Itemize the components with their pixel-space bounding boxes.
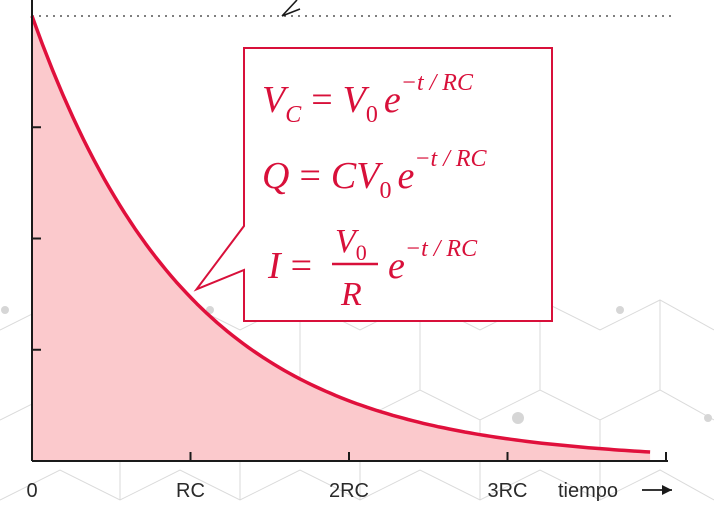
equation-current-exp: e−t / RC xyxy=(388,236,478,287)
x-tick-label-3: 3RC xyxy=(487,480,527,502)
x-axis-arrow-head xyxy=(662,485,672,495)
x-tick-label-0: 0 xyxy=(26,480,37,502)
callout-box xyxy=(193,47,553,322)
top-arrow-fragment xyxy=(281,0,301,17)
x-tick-label-2: 2RC xyxy=(329,480,369,502)
equation-voltage: VC = V0 e−t / RC xyxy=(262,70,474,128)
x-tick-label-1: RC xyxy=(176,480,205,502)
plot-area: 0 RC 2RC 3RC tiempo xyxy=(26,0,672,502)
equation-current-lhs: I = xyxy=(267,245,312,287)
x-axis-label: tiempo xyxy=(558,480,618,502)
decay-curve xyxy=(30,15,651,454)
equation-callout: VC = V0 e−t / RC Q = CV0 e−t / RC I = V0 R e−t … xyxy=(193,47,553,322)
equation-current-denominator: R xyxy=(340,276,362,313)
decay-area-fill xyxy=(32,16,651,461)
equation-charge: Q = CV0 e−t / RC xyxy=(262,146,488,204)
